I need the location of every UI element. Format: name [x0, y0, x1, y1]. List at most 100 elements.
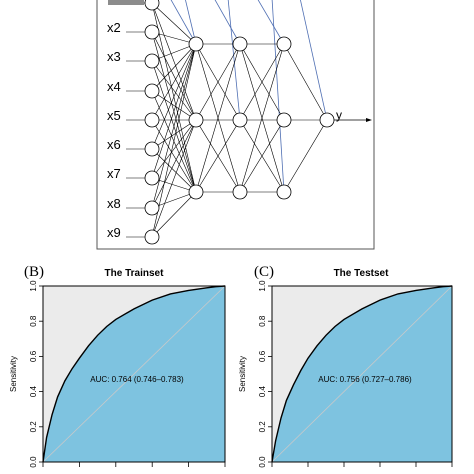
network-connections — [108, 0, 372, 238]
weight-connection — [151, 31, 197, 45]
bias-connection — [257, 0, 285, 45]
hidden-node — [188, 36, 204, 52]
input-label-x9: x9 — [107, 225, 121, 240]
weight-connection — [151, 43, 197, 62]
weight-connection — [239, 43, 285, 121]
hidden-node — [232, 36, 248, 52]
output-node — [319, 112, 335, 128]
weight-connection — [151, 90, 197, 121]
bias-connection — [214, 0, 241, 45]
plot-title: The Trainset — [105, 268, 165, 279]
weight-connection — [151, 31, 197, 193]
bias-connection — [271, 0, 285, 193]
plot-title: The Testset — [334, 268, 389, 279]
weight-connection — [151, 119, 197, 209]
hidden-node — [276, 184, 292, 200]
diagonal-reference-line — [42, 285, 226, 463]
y-tick-label: 0.4 — [258, 385, 267, 397]
weight-connection — [151, 43, 197, 92]
weight-connection — [151, 191, 197, 238]
input-node — [144, 229, 160, 245]
roc-curve — [42, 285, 226, 463]
diagonal-reference-line — [271, 285, 453, 463]
y-tick-label: 0.6 — [258, 350, 267, 362]
input-label-x2: x2 — [107, 20, 121, 35]
output-label-y: y — [336, 108, 342, 122]
y-tick-label: 0.0 — [258, 456, 267, 468]
x-axis — [42, 462, 226, 467]
input-label-x7: x7 — [107, 166, 121, 181]
input-node — [144, 0, 160, 11]
y-tick-label: 0.2 — [258, 421, 267, 433]
bias-connection — [300, 0, 328, 121]
input-label-x6: x6 — [107, 137, 121, 152]
weight-connection — [151, 2, 197, 193]
weight-connection — [151, 31, 197, 121]
weight-connection — [151, 2, 197, 45]
weight-connection — [151, 43, 197, 121]
weight-connection — [283, 119, 328, 193]
bias-connection — [185, 0, 197, 45]
roc-curve — [271, 285, 453, 463]
y-tick-label: 0.6 — [29, 350, 38, 362]
panel-letter: (B) — [24, 264, 44, 280]
y-tick-label: 1.0 — [29, 280, 38, 292]
y-tick-label: 0.4 — [29, 385, 38, 397]
weight-connection — [151, 43, 197, 150]
y-tick-label: 0.8 — [258, 315, 267, 327]
input-node — [144, 24, 160, 40]
input-node — [144, 53, 160, 69]
input-bar — [108, 0, 144, 5]
weight-connection — [283, 43, 328, 121]
y-axis-label: Sensitivity — [238, 356, 247, 392]
weight-connection — [151, 119, 197, 179]
weight-connection — [195, 43, 241, 121]
hidden-node — [188, 184, 204, 200]
input-label-x3: x3 — [107, 49, 121, 64]
input-node — [144, 112, 160, 128]
y-axis: 0.0 0.2 0.4 0.6 0.8 1.0 — [29, 280, 43, 468]
input-label-x4: x4 — [107, 79, 121, 94]
y-axis: 0.0 0.2 0.4 0.6 0.8 1.0 — [258, 280, 272, 468]
hidden-node — [276, 112, 292, 128]
hidden-node — [232, 112, 248, 128]
y-tick-label: 0.8 — [29, 315, 38, 327]
y-axis-label: Sensitivity — [9, 356, 18, 392]
output-arrowhead — [366, 118, 372, 122]
network-nodes — [144, 0, 335, 245]
y-tick-label: 0.0 — [29, 456, 38, 468]
network-labels: x2 x3 x4 x5 x6 x7 x8 x9 y — [107, 20, 342, 240]
input-node — [144, 170, 160, 186]
weight-connection — [195, 43, 241, 193]
weight-connection — [151, 43, 197, 179]
plot-border — [42, 285, 226, 463]
input-label-x5: x5 — [107, 108, 121, 123]
bias-connection — [170, 0, 197, 45]
y-tick-label: 0.2 — [29, 421, 38, 433]
panel-letter: (C) — [254, 264, 274, 280]
weight-connection — [239, 119, 285, 193]
hidden-node — [276, 36, 292, 52]
roc-panel-trainset: (B) The Trainset 0.0 0.2 0.4 0.6 0.8 1.0 Sens… — [9, 264, 226, 468]
weight-connection — [239, 43, 285, 193]
plot-border — [271, 285, 453, 463]
roc-panel-testset: (C) The Testset 0.0 0.2 0.4 0.6 0.8 1.0 Sensi… — [238, 264, 453, 468]
weight-connection — [151, 60, 197, 121]
auc-annotation: AUC: 0.756 (0.727–0.786) — [318, 375, 412, 384]
weight-connection — [151, 43, 197, 238]
input-label-x8: x8 — [107, 196, 121, 211]
input-node — [144, 83, 160, 99]
x-axis — [271, 462, 453, 467]
weight-connection — [151, 43, 197, 209]
input-node — [144, 141, 160, 157]
auc-annotation: AUC: 0.764 (0.746–0.783) — [90, 375, 184, 384]
input-node — [144, 200, 160, 216]
hidden-node — [232, 184, 248, 200]
y-tick-label: 1.0 — [258, 280, 267, 292]
weight-connection — [151, 2, 197, 121]
neural-network-diagram: x2 x3 x4 x5 x6 x7 x8 x9 y — [96, 0, 375, 250]
weight-connection — [151, 119, 197, 150]
hidden-node — [188, 112, 204, 128]
bias-connection — [227, 0, 241, 121]
